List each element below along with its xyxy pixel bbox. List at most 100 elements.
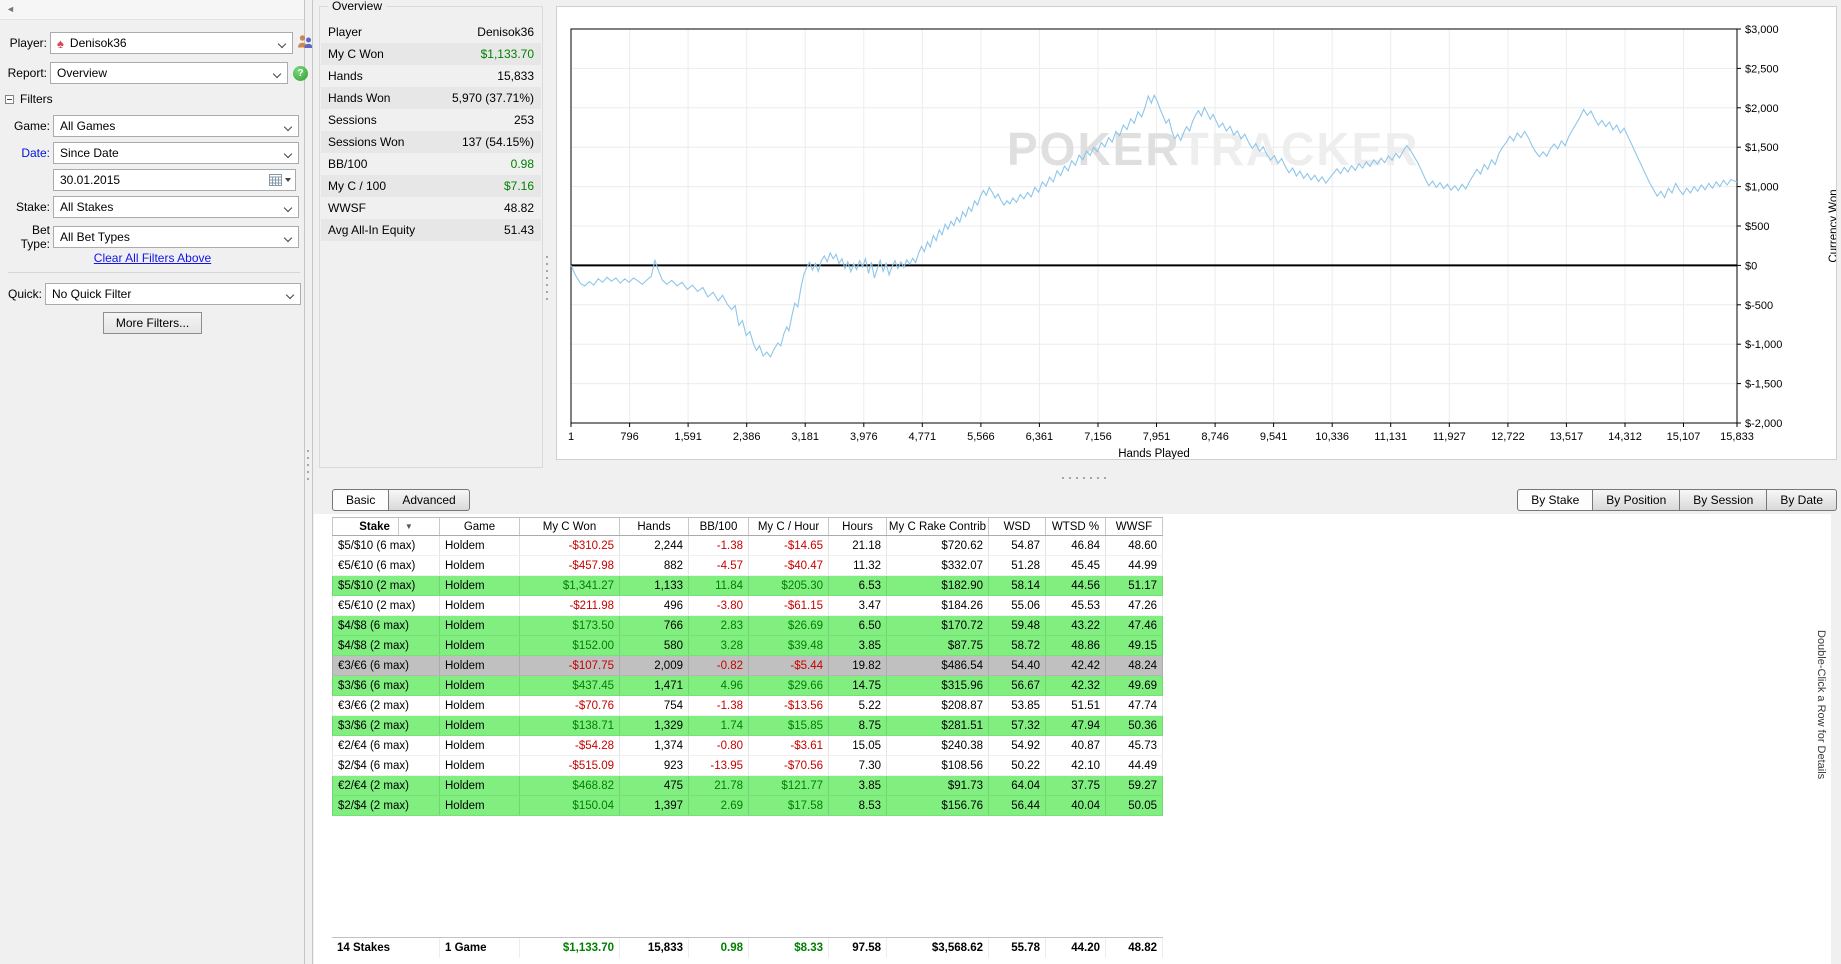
column-header-wsd[interactable]: WSD	[989, 518, 1046, 535]
cell-mychour: $121.77	[749, 776, 829, 795]
view-button-by-stake[interactable]: By Stake	[1517, 489, 1594, 511]
filters-collapse-icon[interactable]	[5, 94, 14, 104]
more-filters-button[interactable]: More Filters...	[102, 312, 203, 334]
chart-canvas: POKERTRACKER $3,000 $2,500 $2,000 $1,500 $1,0…	[557, 7, 1836, 459]
pokerstars-spade-icon: ♠	[57, 35, 64, 51]
clear-filters-link[interactable]: Clear All Filters Above	[93, 251, 212, 265]
calendar-picker-button[interactable]	[267, 172, 293, 188]
cell-game: Holdem	[440, 636, 520, 655]
table-row[interactable]: $2/$4 (6 max) Holdem -$515.09 923 -13.95 -$70…	[332, 756, 1163, 776]
date-filter-label: Date:	[21, 146, 50, 160]
svg-text:11,927: 11,927	[1433, 431, 1466, 443]
column-header-rake[interactable]: My C Rake Contrib	[887, 518, 989, 535]
table-row[interactable]: €2/€4 (6 max) Holdem -$54.28 1,374 -0.80 -$3.…	[332, 736, 1163, 756]
column-header-label: WTSD %	[1051, 520, 1100, 533]
svg-text:7,156: 7,156	[1084, 431, 1112, 443]
horizontal-splitter-handle[interactable]	[1062, 477, 1106, 479]
cell-stake: $3/$6 (2 max)	[332, 716, 440, 735]
column-header-label: My C / Hour	[757, 520, 820, 533]
table-row[interactable]: $3/$6 (6 max) Holdem $437.45 1,471 4.96 $29.6…	[332, 676, 1163, 696]
date-input[interactable]: 30.01.2015	[53, 169, 296, 191]
table-row[interactable]: €3/€6 (2 max) Holdem -$70.76 754 -1.38 -$13.5…	[332, 696, 1163, 716]
cell-wsd: 50.22	[989, 756, 1046, 775]
svg-text:$2,500: $2,500	[1745, 63, 1779, 75]
column-header-wwsf[interactable]: WWSF	[1106, 518, 1163, 535]
table-row[interactable]: $5/$10 (6 max) Holdem -$310.25 2,244 -1.38 -$…	[332, 536, 1163, 556]
total-mycwon: $1,133.70	[520, 938, 620, 958]
tab-advanced[interactable]: Advanced	[388, 489, 470, 511]
help-icon[interactable]: ?	[293, 65, 308, 81]
column-header-hands[interactable]: Hands	[620, 518, 689, 535]
cell-bb100: 1.74	[689, 716, 749, 735]
table-row[interactable]: €5/€10 (2 max) Holdem -$211.98 496 -3.80 -$61…	[332, 596, 1163, 616]
table-row[interactable]: $5/$10 (2 max) Holdem $1,341.27 1,133 11.84 $…	[332, 576, 1163, 596]
overview-stat-value: $7.16	[503, 179, 534, 193]
game-filter-select[interactable]: All Games	[53, 115, 299, 137]
sort-arrow-icon[interactable]: ▼	[397, 518, 413, 535]
cell-stake: €3/€6 (2 max)	[332, 696, 440, 715]
overview-stat-label: Sessions Won	[328, 135, 405, 149]
cell-hours: 8.75	[829, 716, 887, 735]
date-filter-select[interactable]: Since Date	[53, 142, 299, 164]
svg-text:15,107: 15,107	[1667, 431, 1701, 443]
panel-splitter-handle[interactable]	[546, 256, 548, 300]
overview-stat-value: Denisok36	[477, 25, 534, 39]
cell-mycwon: $150.04	[520, 796, 620, 815]
quick-filter-select[interactable]: No Quick Filter	[45, 283, 301, 305]
svg-text:$500: $500	[1745, 221, 1769, 233]
cell-rake: $87.75	[887, 636, 989, 655]
view-button-by-date[interactable]: By Date	[1766, 489, 1837, 511]
sidebar-splitter[interactable]	[312, 0, 313, 964]
table-row[interactable]: $4/$8 (6 max) Holdem $173.50 766 2.83 $26.69 6…	[332, 616, 1163, 636]
cell-wtsd: 42.10	[1046, 756, 1106, 775]
overview-row-sessions: Sessions 253	[321, 109, 541, 131]
report-select[interactable]: Overview	[50, 62, 288, 84]
cell-wwsf: 49.15	[1106, 636, 1163, 655]
column-header-game[interactable]: Game	[440, 518, 520, 535]
cell-wwsf: 48.60	[1106, 536, 1163, 555]
chevron-down-icon	[283, 233, 293, 243]
sidebar-splitter-handle[interactable]	[307, 450, 309, 480]
column-header-bb100[interactable]: BB/100	[689, 518, 749, 535]
cell-mychour: $17.58	[749, 796, 829, 815]
cell-rake: $182.90	[887, 576, 989, 595]
player-select[interactable]: ♠ Denisok36	[50, 32, 293, 54]
column-header-stake[interactable]: Stake ▼	[332, 518, 440, 535]
table-row[interactable]: €5/€10 (6 max) Holdem -$457.98 882 -4.57 -$40…	[332, 556, 1163, 576]
report-label: Report:	[7, 66, 47, 80]
table-row[interactable]: $2/$4 (2 max) Holdem $150.04 1,397 2.69 $17.5…	[332, 796, 1163, 816]
collapse-sidebar-icon[interactable]: ◄	[6, 4, 15, 14]
column-header-mychour[interactable]: My C / Hour	[749, 518, 829, 535]
view-button-by-position[interactable]: By Position	[1592, 489, 1681, 511]
table-row[interactable]: $4/$8 (2 max) Holdem $152.00 580 3.28 $39.48 3…	[332, 636, 1163, 656]
cell-wwsf: 48.24	[1106, 656, 1163, 675]
cell-bb100: 21.78	[689, 776, 749, 795]
bet-type-filter-select[interactable]: All Bet Types	[53, 226, 299, 248]
svg-text:$3,000: $3,000	[1745, 24, 1779, 36]
cell-wsd: 58.14	[989, 576, 1046, 595]
column-header-mycwon[interactable]: My C Won	[520, 518, 620, 535]
overview-stat-label: Player	[328, 25, 363, 39]
view-button-by-session[interactable]: By Session	[1679, 489, 1768, 511]
svg-text:4,771: 4,771	[909, 431, 937, 443]
cell-game: Holdem	[440, 536, 520, 555]
svg-text:6,361: 6,361	[1026, 431, 1054, 443]
cell-hands: 496	[620, 596, 689, 615]
table-row[interactable]: €3/€6 (6 max) Holdem -$107.75 2,009 -0.82 -$5…	[332, 656, 1163, 676]
stake-filter-select[interactable]: All Stakes	[53, 196, 299, 218]
overview-row-my-c-100: My C / 100 $7.16	[321, 175, 541, 197]
table-row[interactable]: €2/€4 (2 max) Holdem $468.82 475 21.78 $121.7…	[332, 776, 1163, 796]
column-header-hours[interactable]: Hours	[829, 518, 887, 535]
manage-players-icon[interactable]	[297, 34, 314, 52]
cell-wsd: 59.48	[989, 616, 1046, 635]
cell-mychour: -$3.61	[749, 736, 829, 755]
cell-mychour: -$5.44	[749, 656, 829, 675]
svg-text:POKERTRACKER: POKERTRACKER	[1007, 123, 1419, 175]
cell-wtsd: 40.87	[1046, 736, 1106, 755]
tab-basic[interactable]: Basic	[332, 489, 390, 511]
cell-hands: 1,329	[620, 716, 689, 735]
quick-filter-value: No Quick Filter	[52, 287, 132, 301]
column-header-wtsd[interactable]: WTSD %	[1046, 518, 1106, 535]
cell-mychour: $26.69	[749, 616, 829, 635]
table-row[interactable]: $3/$6 (2 max) Holdem $138.71 1,329 1.74 $15.8…	[332, 716, 1163, 736]
